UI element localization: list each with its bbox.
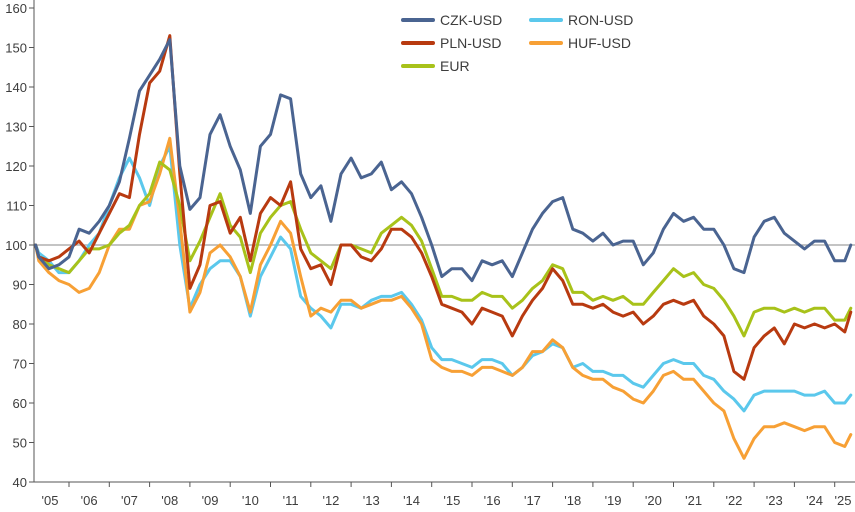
x-tick-label: '11 bbox=[283, 493, 299, 508]
x-tick-label: '24 bbox=[806, 493, 823, 508]
x-tick-label: '14 bbox=[403, 493, 420, 508]
series-layer bbox=[34, 34, 853, 460]
series-pln-usd bbox=[34, 34, 853, 381]
y-tick-label: 40 bbox=[13, 475, 27, 490]
x-tick-label: '21 bbox=[685, 493, 702, 508]
legend-item-czk-usd: CZK-USD bbox=[401, 12, 502, 28]
x-tick-label: '08 bbox=[161, 493, 178, 508]
legend-item-huf-usd: HUF-USD bbox=[529, 35, 631, 51]
x-tick-label: '17 bbox=[524, 493, 541, 508]
x-tick-label: '10 bbox=[242, 493, 259, 508]
x-tick-label: '19 bbox=[605, 493, 622, 508]
series-eur bbox=[34, 160, 853, 338]
legend-item-pln-usd: PLN-USD bbox=[401, 35, 501, 51]
x-tick-label: '13 bbox=[363, 493, 380, 508]
series-czk-usd bbox=[34, 38, 853, 283]
y-tick-label: 60 bbox=[13, 396, 27, 411]
x-tick-label: '25 bbox=[835, 493, 852, 508]
x-tick-label: '09 bbox=[202, 493, 219, 508]
y-tick-label: 90 bbox=[13, 278, 27, 293]
y-tick-label: 140 bbox=[5, 80, 27, 95]
x-tick-label: '22 bbox=[725, 493, 742, 508]
x-tick-label: '23 bbox=[766, 493, 783, 508]
y-axis: 40 50 60 70 80 90 100 110 120 130 140 150 160 bbox=[5, 1, 34, 490]
y-tick-label: 100 bbox=[5, 238, 27, 253]
legend-label: EUR bbox=[440, 58, 470, 74]
x-tick-label: '05 bbox=[42, 493, 59, 508]
series-huf-usd bbox=[34, 136, 853, 460]
legend: CZK-USD RON-USD PLN-USD HUF-USD EUR bbox=[401, 12, 633, 74]
y-tick-label: 150 bbox=[5, 41, 27, 56]
y-tick-label: 50 bbox=[13, 436, 27, 451]
legend-label: HUF-USD bbox=[568, 35, 631, 51]
y-tick-label: 160 bbox=[5, 1, 27, 16]
series-ron-usd bbox=[34, 144, 853, 413]
legend-label: RON-USD bbox=[568, 12, 633, 28]
x-tick-label: '12 bbox=[322, 493, 339, 508]
legend-item-eur: EUR bbox=[401, 58, 470, 74]
y-tick-label: 80 bbox=[13, 317, 27, 332]
y-tick-label: 70 bbox=[13, 357, 27, 372]
y-tick-label: 130 bbox=[5, 120, 27, 135]
y-tick-label: 110 bbox=[6, 199, 27, 214]
legend-item-ron-usd: RON-USD bbox=[529, 12, 633, 28]
y-tick-label: 120 bbox=[5, 159, 27, 174]
x-tick-label: '18 bbox=[564, 493, 581, 508]
x-tick-label: '06 bbox=[81, 493, 98, 508]
x-axis: '05 '06 '07 '08 '09 '10 '11 '12 '13 '14 '15 '16 '17 '… bbox=[42, 482, 852, 508]
x-tick-label: '15 bbox=[443, 493, 460, 508]
x-tick-label: '20 bbox=[645, 493, 662, 508]
x-tick-label: '07 bbox=[121, 493, 138, 508]
legend-label: PLN-USD bbox=[440, 35, 501, 51]
x-tick-label: '16 bbox=[484, 493, 501, 508]
legend-label: CZK-USD bbox=[440, 12, 502, 28]
